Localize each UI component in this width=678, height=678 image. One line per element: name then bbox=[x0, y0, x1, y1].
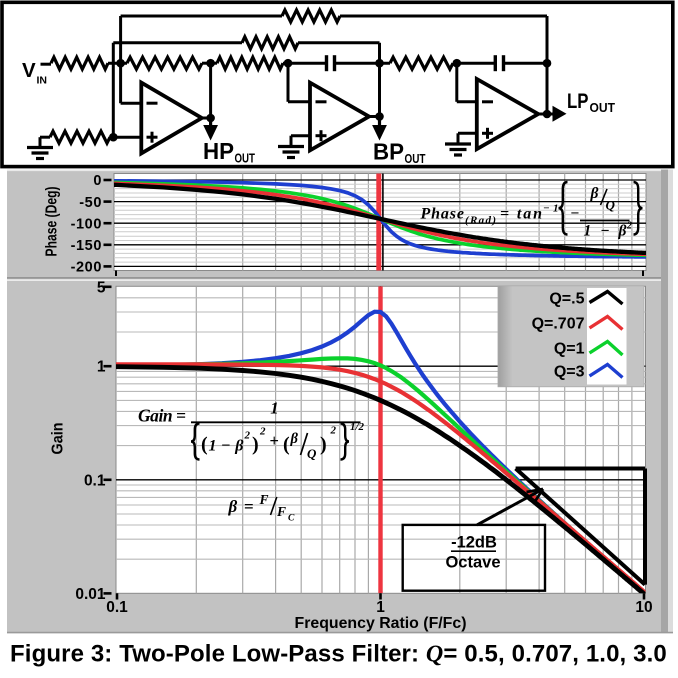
svg-text:2: 2 bbox=[244, 430, 251, 442]
svg-text:Octave: Octave bbox=[445, 553, 500, 571]
svg-text:2: 2 bbox=[259, 426, 266, 438]
svg-text:V: V bbox=[22, 59, 36, 82]
svg-text:HP: HP bbox=[203, 138, 234, 164]
svg-text:1/2: 1/2 bbox=[350, 421, 365, 433]
svg-text:= tan: = tan bbox=[500, 206, 542, 223]
svg-text:5: 5 bbox=[97, 279, 106, 296]
svg-text:Q: Q bbox=[307, 446, 317, 461]
svg-text:): ) bbox=[320, 434, 327, 456]
svg-text:Figure 3: Two-Pole Low-Pass Fi: Figure 3: Two-Pole Low-Pass Filter: Q= 0… bbox=[10, 641, 667, 668]
svg-text:2: 2 bbox=[330, 425, 337, 437]
svg-text:-100: -100 bbox=[71, 216, 102, 232]
svg-text:0.1: 0.1 bbox=[84, 472, 106, 489]
svg-text:Q=.5: Q=.5 bbox=[549, 291, 584, 308]
svg-text:0.01: 0.01 bbox=[75, 586, 106, 603]
svg-text:1 − β: 1 − β bbox=[209, 438, 245, 455]
svg-text:(Rad): (Rad) bbox=[465, 215, 496, 227]
svg-text:−: − bbox=[571, 205, 580, 222]
svg-text:Q=.707: Q=.707 bbox=[532, 316, 585, 333]
svg-text:β: β bbox=[290, 431, 299, 447]
svg-text:2: 2 bbox=[626, 221, 632, 232]
svg-text:β: β bbox=[590, 185, 599, 202]
svg-text:OUT: OUT bbox=[405, 151, 426, 166]
svg-text:(: ( bbox=[201, 434, 208, 456]
svg-text:Q=3: Q=3 bbox=[554, 364, 585, 381]
svg-text:Q: Q bbox=[606, 198, 616, 213]
svg-text:OUT: OUT bbox=[235, 151, 256, 166]
svg-text:BP: BP bbox=[373, 138, 404, 164]
svg-text:-200: -200 bbox=[71, 260, 102, 276]
svg-text:LP: LP bbox=[567, 90, 589, 113]
svg-text:IN: IN bbox=[37, 75, 48, 87]
svg-text:Phase: Phase bbox=[420, 206, 465, 223]
svg-text:β =: β = bbox=[228, 497, 254, 516]
svg-text:Q=1: Q=1 bbox=[554, 341, 585, 358]
svg-text:-12dB: -12dB bbox=[451, 534, 497, 552]
svg-text:Gain: Gain bbox=[50, 423, 67, 455]
svg-text:F: F bbox=[259, 492, 269, 507]
svg-text:(: ( bbox=[283, 434, 290, 456]
svg-text:-50: -50 bbox=[79, 195, 102, 211]
svg-text:Phase (Deg): Phase (Deg) bbox=[44, 187, 61, 257]
svg-text:-150: -150 bbox=[71, 238, 102, 254]
svg-text:1: 1 bbox=[97, 359, 106, 376]
svg-text:): ) bbox=[252, 434, 259, 456]
svg-text:1 − β: 1 − β bbox=[584, 223, 627, 240]
svg-text:OUT: OUT bbox=[590, 100, 616, 115]
svg-text:Frequency Ratio (F/Fc): Frequency Ratio (F/Fc) bbox=[295, 615, 467, 632]
svg-text:1: 1 bbox=[270, 399, 279, 418]
svg-text:1: 1 bbox=[376, 599, 385, 616]
svg-text:0: 0 bbox=[93, 173, 102, 189]
svg-text:0.1: 0.1 bbox=[106, 599, 128, 616]
svg-text:+: + bbox=[270, 431, 279, 450]
svg-text:C: C bbox=[288, 514, 295, 524]
svg-text:10: 10 bbox=[635, 599, 652, 616]
svg-text:F: F bbox=[276, 504, 286, 519]
svg-text:Gain =: Gain = bbox=[138, 406, 186, 426]
